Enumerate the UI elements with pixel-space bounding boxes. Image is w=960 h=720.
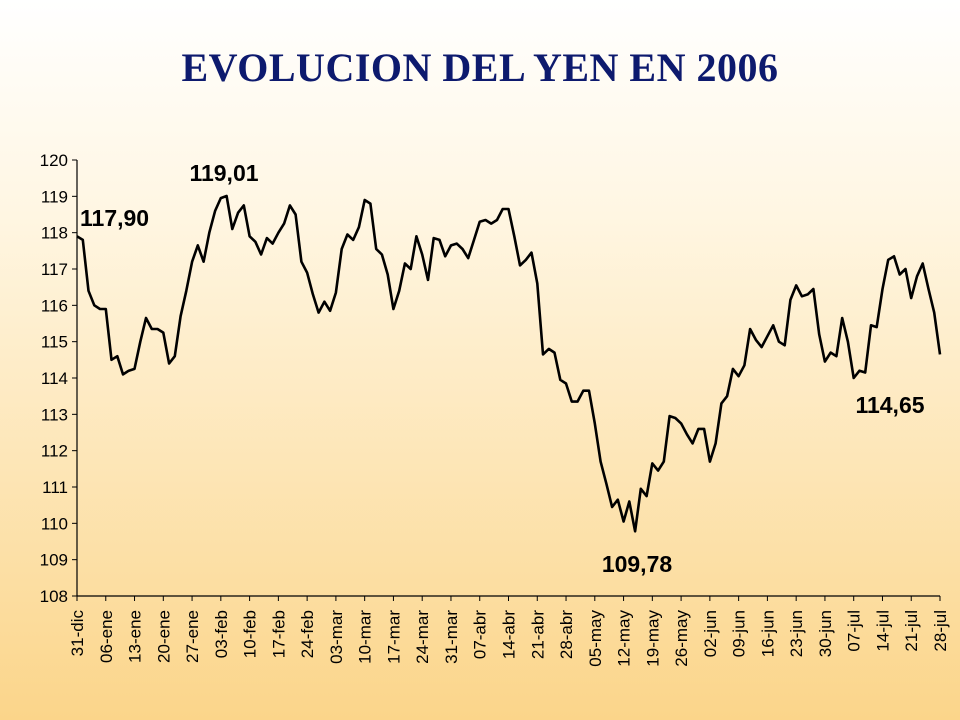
series-line — [76, 194, 942, 533]
x-tick-label: 19-may — [643, 610, 662, 667]
x-tick-label: 24-mar — [413, 610, 432, 664]
y-tick-label: 109 — [40, 551, 68, 570]
x-tick-label: 21-abr — [528, 610, 547, 659]
y-axis-ticks: 108 109 110 111 112 113 114 115 116 117 118 119 120 — [40, 151, 77, 606]
y-tick-label: 119 — [41, 187, 68, 206]
x-tick-label: 26-may — [672, 610, 691, 667]
x-tick-label: 17-feb — [269, 610, 288, 658]
series-yen-line — [76, 194, 942, 533]
y-tick-label: 116 — [41, 296, 68, 315]
x-tick-label: 12-may — [615, 610, 634, 667]
x-tick-label: 07-jul — [845, 610, 864, 652]
x-tick-label: 02-jun — [701, 610, 720, 657]
y-tick-label: 114 — [41, 369, 68, 388]
annotation-label: 119,01 — [189, 160, 258, 186]
annotation-label: 114,65 — [855, 392, 924, 418]
chart-annotations: 117,90 119,01 109,78 114,65 — [80, 160, 925, 577]
x-tick-label: 24-feb — [298, 610, 317, 658]
x-tick-label: 14-abr — [500, 610, 519, 659]
y-tick-label: 112 — [41, 442, 68, 461]
x-tick-label: 28-abr — [557, 610, 576, 659]
x-tick-label: 17-mar — [384, 610, 403, 664]
x-tick-label: 20-ene — [154, 610, 173, 663]
y-tick-label: 111 — [42, 478, 68, 497]
annotation-label: 117,90 — [80, 205, 149, 231]
x-tick-label: 05-may — [586, 610, 605, 667]
x-tick-label: 10-feb — [241, 610, 260, 658]
x-tick-label: 07-abr — [471, 610, 490, 659]
x-tick-label: 31-mar — [442, 610, 461, 664]
x-tick-label: 09-jun — [730, 610, 749, 657]
x-tick-label: 03-feb — [212, 610, 231, 658]
annotation-label: 109,78 — [602, 551, 673, 577]
x-tick-label: 14-jul — [873, 610, 892, 652]
x-tick-label: 30-jun — [816, 610, 835, 657]
y-tick-label: 120 — [40, 151, 68, 170]
y-tick-label: 117 — [41, 260, 68, 279]
x-tick-label: 23-jun — [787, 610, 806, 657]
x-tick-label: 03-mar — [327, 610, 346, 664]
chart-axes — [76, 160, 940, 597]
y-tick-label: 110 — [41, 514, 68, 533]
x-tick-label: 27-ene — [183, 610, 202, 663]
x-tick-label: 06-ene — [97, 610, 116, 663]
x-axis-ticks: 31-dic 06-ene 13-ene 20-ene 27-ene 03-feb 10-f… — [68, 596, 950, 667]
y-tick-label: 115 — [41, 333, 68, 352]
y-tick-label: 113 — [41, 405, 68, 424]
y-tick-label: 118 — [41, 224, 68, 243]
x-tick-label: 13-ene — [126, 610, 145, 663]
x-tick-label: 16-jun — [758, 610, 777, 657]
x-tick-label: 10-mar — [356, 610, 375, 664]
chart-title: EVOLUCION DEL YEN EN 2006 — [181, 45, 779, 90]
x-tick-label: 28-jul — [931, 610, 950, 652]
x-tick-label: 31-dic — [68, 610, 87, 657]
y-tick-label: 108 — [40, 587, 68, 606]
x-tick-label: 21-jul — [902, 610, 921, 652]
